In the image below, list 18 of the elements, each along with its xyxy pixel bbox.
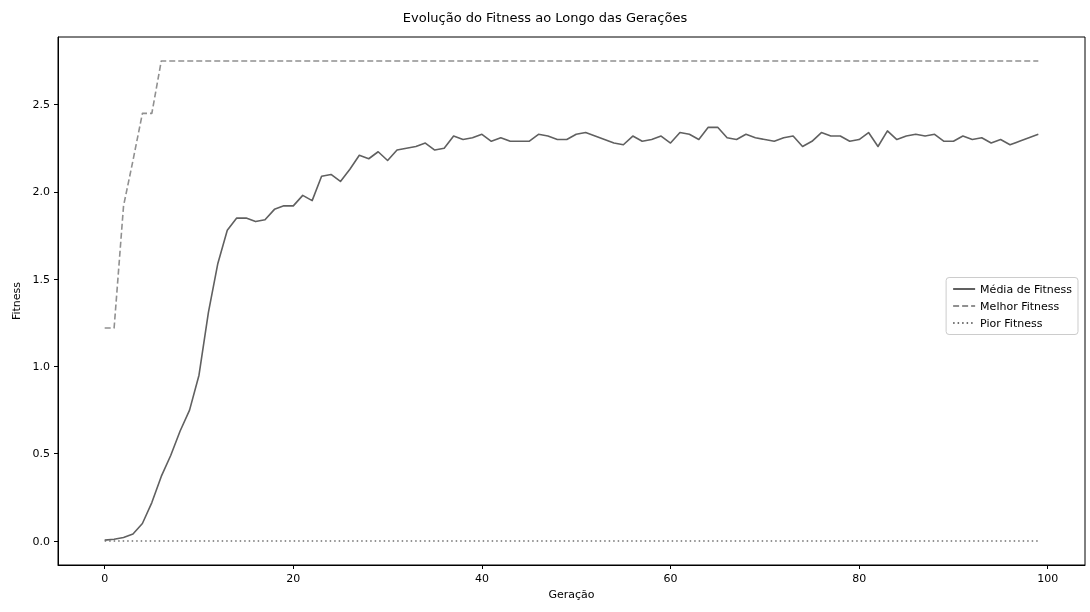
x-tick-label: 20 <box>286 572 301 585</box>
y-tick-label: 0.5 <box>32 447 50 461</box>
x-tick-label: 0 <box>101 572 109 585</box>
y-tick-label: 1.5 <box>32 272 50 286</box>
x-tick-label: 100 <box>1037 572 1059 585</box>
x-tick-label: 60 <box>663 572 678 585</box>
y-tick-label: 0.0 <box>32 534 50 548</box>
x-tick-label: 40 <box>474 572 489 585</box>
x-tick-label: 80 <box>852 572 867 585</box>
legend-label: Média de Fitness <box>980 282 1073 296</box>
x-axis-title: Geração <box>548 587 595 601</box>
y-axis-title: Fitness <box>9 281 23 321</box>
legend-label: Pior Fitness <box>980 316 1043 330</box>
y-tick-label: 1.0 <box>32 359 50 373</box>
legend-label: Melhor Fitness <box>980 299 1060 313</box>
y-tick-label: 2.5 <box>32 98 50 112</box>
y-tick-label: 2.0 <box>32 185 50 199</box>
chart-title: Evolução do Fitness ao Longo das Gerações <box>402 10 688 25</box>
